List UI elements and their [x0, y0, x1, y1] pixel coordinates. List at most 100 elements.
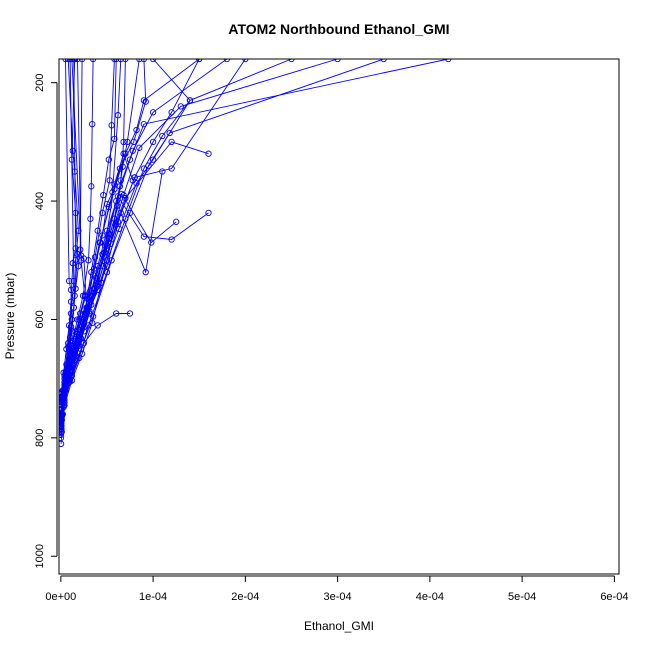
x-tick-label: 0e+00 — [45, 591, 76, 603]
x-tick-label: 4e-04 — [416, 591, 444, 603]
data-point — [67, 351, 75, 359]
data-point — [70, 304, 77, 311]
data-point — [103, 257, 111, 264]
data-point — [70, 59, 77, 63]
data-point — [63, 361, 70, 368]
data-point — [89, 319, 96, 327]
data-point — [107, 240, 114, 247]
data-point — [91, 254, 99, 261]
data-point — [59, 424, 65, 431]
data-point — [168, 165, 175, 172]
data-point — [103, 242, 111, 249]
x-tick-label: 3e-04 — [324, 591, 352, 603]
data-point — [173, 218, 180, 225]
data-point — [71, 168, 78, 175]
data-point — [70, 277, 77, 285]
data-point — [72, 245, 79, 252]
data-point — [97, 239, 104, 246]
data-point — [94, 227, 101, 234]
data-point — [140, 233, 148, 240]
data-point — [136, 59, 143, 63]
data-point — [186, 97, 194, 104]
data-point — [59, 419, 65, 427]
data-point — [76, 331, 83, 338]
data-point — [108, 257, 115, 264]
data-point — [65, 277, 73, 285]
data-point — [115, 225, 123, 233]
data-point — [122, 59, 129, 63]
data-point — [67, 310, 75, 317]
data-point — [149, 59, 157, 63]
data-point — [77, 316, 85, 323]
data-point — [113, 202, 121, 209]
data-point — [61, 379, 68, 386]
data-point — [90, 265, 98, 272]
x-tick-label: 1e-04 — [139, 591, 167, 603]
data-point — [61, 396, 68, 403]
data-point — [140, 59, 148, 63]
data-point — [66, 357, 74, 365]
data-point — [111, 215, 118, 222]
data-point — [205, 209, 212, 217]
data-point — [124, 138, 131, 146]
data-point — [126, 310, 134, 317]
y-tick-label: 800 — [34, 429, 46, 447]
data-point — [86, 308, 93, 315]
data-point — [116, 183, 124, 190]
data-point — [288, 59, 295, 63]
data-point — [120, 150, 127, 157]
data-point — [126, 209, 134, 217]
data-point — [67, 298, 75, 305]
data-point — [59, 431, 65, 439]
x-tick-label: 6e-04 — [600, 591, 628, 603]
plot-frame — [58, 58, 620, 575]
series-layer — [60, 59, 449, 444]
data-point — [68, 156, 76, 163]
y-tick-label: 200 — [34, 73, 46, 91]
data-point — [140, 165, 148, 172]
data-point — [81, 323, 88, 330]
data-point — [111, 135, 118, 143]
y-axis: 200 400 600 800 1000 — [34, 73, 58, 568]
data-point — [159, 132, 166, 140]
series-line — [60, 171, 163, 421]
x-tick-label: 5e-04 — [508, 591, 536, 603]
data-point — [105, 203, 112, 211]
series-line — [60, 59, 140, 427]
data-point — [159, 168, 166, 175]
data-point — [63, 375, 70, 382]
x-axis: 0e+00 1e-04 2e-04 3e-04 4e-04 5e-04 6e-04 — [45, 575, 628, 603]
data-point — [133, 126, 140, 134]
data-point — [78, 350, 86, 357]
chart-title: ATOM2 Northbound Ethanol_GMI — [228, 21, 449, 37]
data-point — [59, 425, 65, 433]
data-point — [145, 162, 152, 169]
data-point — [111, 181, 118, 188]
data-point — [168, 109, 175, 116]
data-point — [79, 292, 87, 299]
y-tick-label: 400 — [34, 192, 46, 210]
data-point — [148, 239, 155, 246]
data-point — [105, 156, 112, 163]
data-point — [196, 59, 203, 63]
data-point — [114, 112, 122, 119]
data-point — [75, 263, 82, 270]
data-point — [101, 249, 108, 256]
data-point — [59, 397, 66, 405]
data-point — [68, 328, 76, 335]
data-point — [99, 251, 106, 258]
data-point — [168, 236, 175, 243]
data-point — [72, 339, 79, 347]
data-point — [117, 209, 124, 217]
data-point — [142, 98, 149, 105]
data-point — [66, 334, 74, 341]
data-point — [129, 147, 136, 154]
data-point — [113, 59, 120, 63]
data-point — [59, 421, 65, 428]
data-point — [71, 292, 78, 299]
data-point — [120, 138, 127, 146]
data-point — [242, 59, 249, 63]
data-point — [60, 393, 67, 400]
data-point — [67, 286, 75, 294]
data-point — [83, 307, 90, 314]
